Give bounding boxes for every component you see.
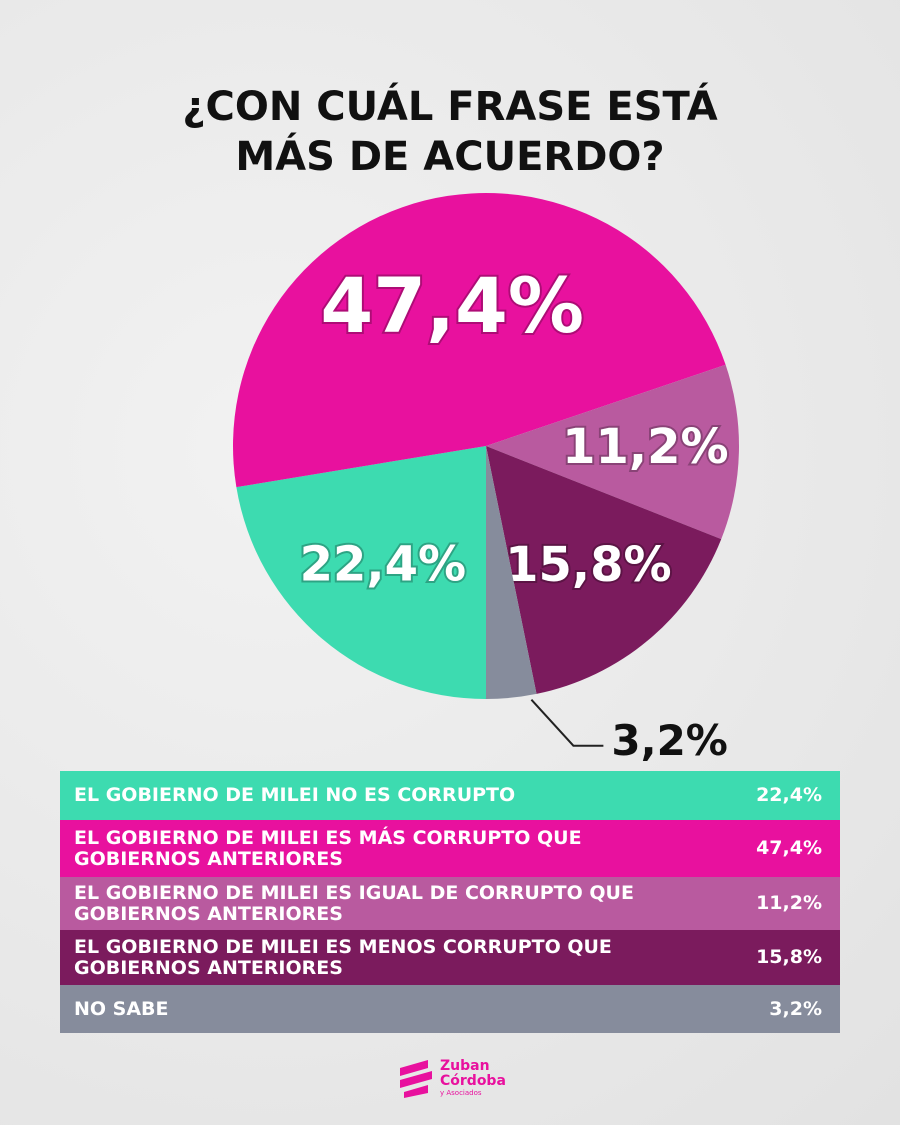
pie-slice	[486, 446, 537, 699]
logo: Zuban Córdoba y Asociados	[398, 1058, 506, 1098]
legend-row: EL GOBIERNO DE MILEI ES MENOS CORRUPTO Q…	[60, 930, 840, 985]
logo-tagline: y Asociados	[440, 1089, 482, 1097]
data-label: 15,8%	[505, 537, 672, 593]
legend-row: EL GOBIERNO DE MILEI ES MÁS CORRUPTO QUE…	[60, 820, 840, 877]
logo-icon	[400, 1060, 432, 1098]
legend-row: EL GOBIERNO DE MILEI ES IGUAL DE CORRUPT…	[60, 877, 840, 930]
logo-name: Zuban	[440, 1058, 490, 1074]
logo-name: Córdoba	[440, 1073, 506, 1089]
legend-label: EL GOBIERNO DE MILEI ES IGUAL DE CORRUPT…	[74, 881, 634, 925]
legend-label: EL GOBIERNO DE MILEI ES MÁS CORRUPTO QUE…	[74, 826, 582, 870]
pie-slice	[486, 364, 739, 540]
legend-row: EL GOBIERNO DE MILEI NO ES CORRUPTO 22,4%	[60, 771, 840, 820]
leader-line	[530, 699, 604, 747]
legend-label: NO SABE	[74, 997, 169, 1020]
legend-value: 47,4%	[756, 837, 822, 859]
legend-value: 22,4%	[756, 784, 822, 806]
data-label: 22,4%	[300, 537, 467, 593]
legend-value: 15,8%	[756, 946, 822, 968]
legend: EL GOBIERNO DE MILEI NO ES CORRUPTO 22,4%…	[60, 771, 840, 1033]
pie-slice	[236, 446, 486, 699]
data-label: 11,2%	[562, 419, 729, 475]
data-label: 47,4%	[320, 261, 584, 350]
legend-value: 11,2%	[756, 892, 822, 914]
legend-row: NO SABE 3,2%	[60, 985, 840, 1033]
pie-slice	[486, 446, 722, 694]
pie-slice	[232, 192, 726, 488]
data-label: 3,2%	[611, 716, 727, 765]
legend-label: EL GOBIERNO DE MILEI ES MENOS CORRUPTO Q…	[74, 935, 612, 979]
legend-value: 3,2%	[769, 997, 822, 1020]
legend-label: EL GOBIERNO DE MILEI NO ES CORRUPTO	[74, 784, 516, 806]
chart-title: ¿CON CUÁL FRASE ESTÁ MÁS DE ACUERDO?	[182, 84, 718, 180]
